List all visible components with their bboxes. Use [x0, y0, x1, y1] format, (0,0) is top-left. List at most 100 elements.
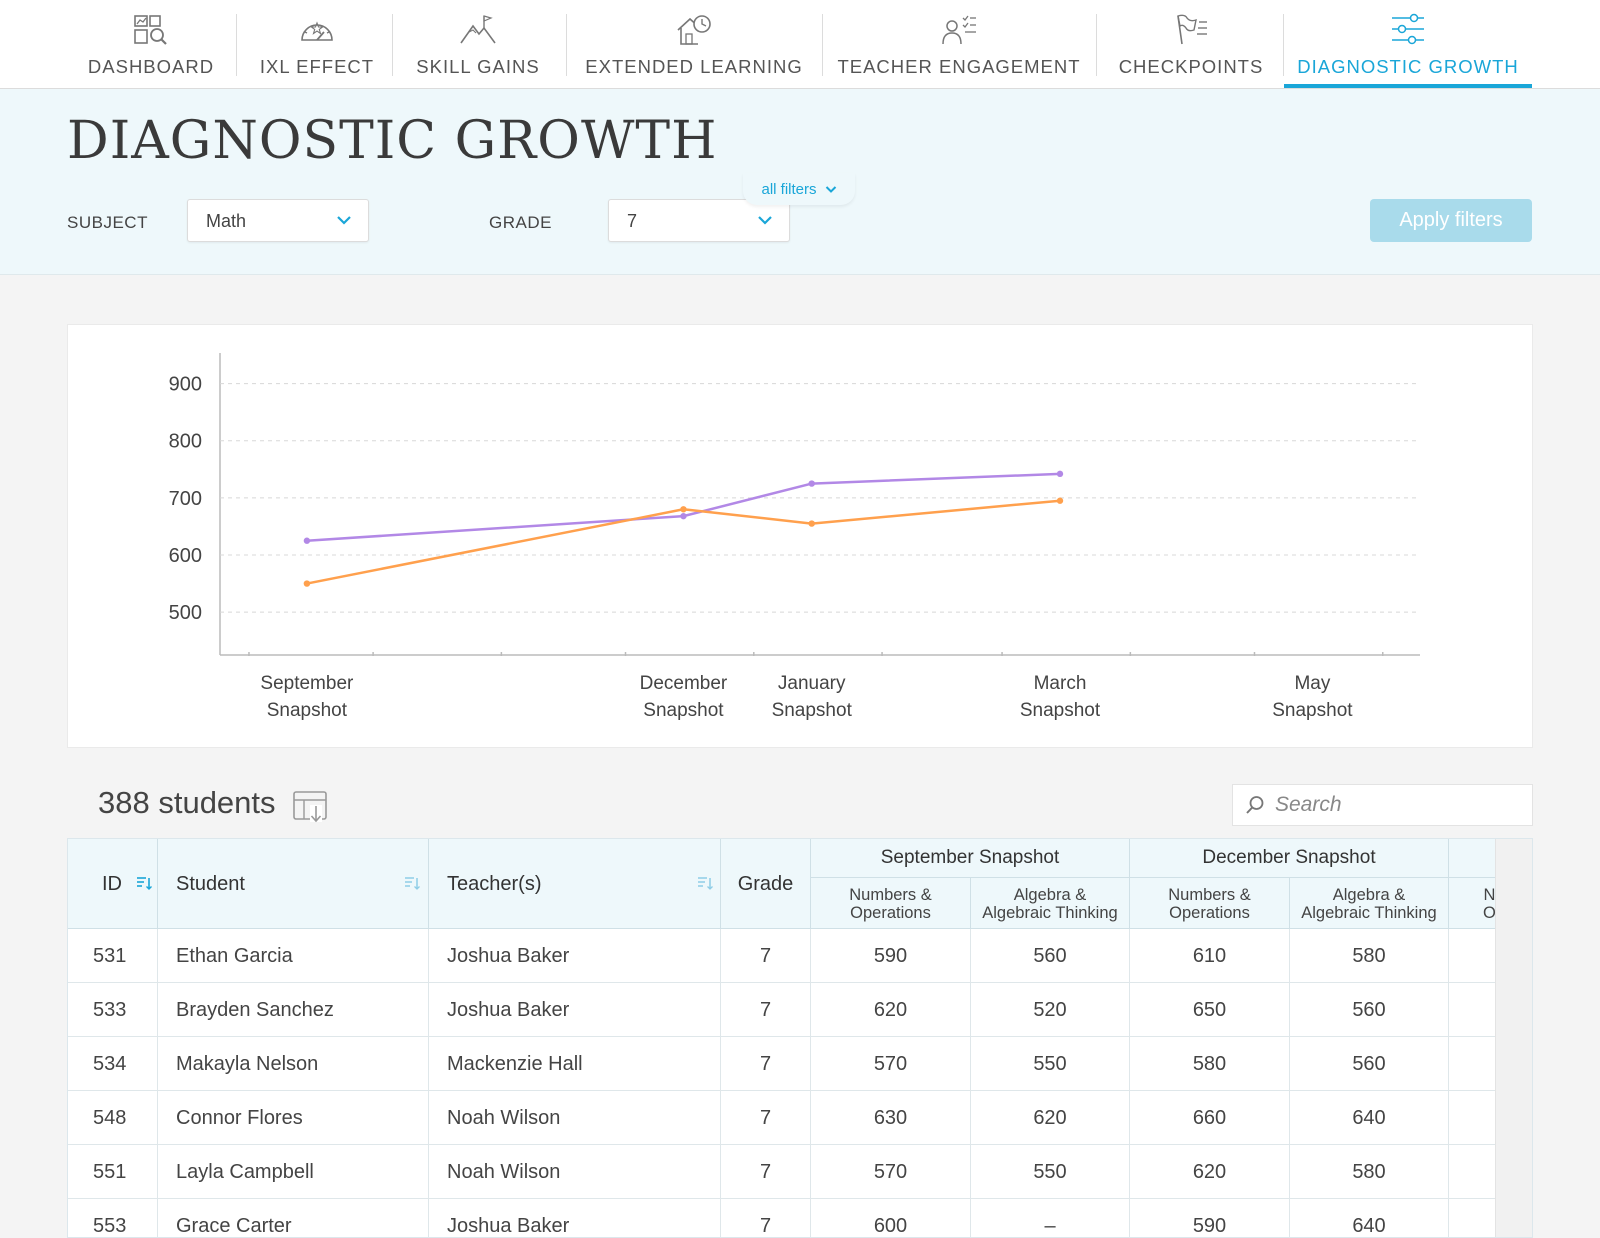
- nav-divider: [1096, 14, 1097, 76]
- column-header-teacher[interactable]: Teacher(s): [429, 839, 721, 929]
- nav-tab-dashboard[interactable]: DASHBOARD: [88, 0, 214, 89]
- column-group-september: September Snapshot: [811, 839, 1130, 878]
- cell-grade: 7: [721, 1199, 811, 1237]
- series-line-0: [306, 472, 1061, 542]
- nav-tab-checkpoints[interactable]: CHECKPOINTS: [1119, 0, 1263, 89]
- cell-grade: 7: [721, 1037, 811, 1091]
- sliders-icon: [1392, 13, 1424, 45]
- cell-id: 534: [68, 1037, 158, 1091]
- column-header-dec-numbers-operations[interactable]: Numbers & Operations: [1130, 878, 1290, 929]
- horizontal-scroll-area[interactable]: [1495, 839, 1532, 1237]
- cell-next-truncated: [1449, 1145, 1498, 1199]
- cell-dec-algebra: 640: [1290, 1091, 1449, 1145]
- mountain-flag-icon: [460, 15, 496, 44]
- column-header-student[interactable]: Student: [158, 839, 429, 929]
- export-table-icon[interactable]: [292, 790, 328, 824]
- nav-tab-teacher-engagement[interactable]: TEACHER ENGAGEMENT: [837, 0, 1080, 89]
- data-point: [303, 580, 311, 587]
- subject-select[interactable]: Math: [187, 199, 369, 242]
- chevron-down-icon: [337, 216, 351, 225]
- all-filters-label: all filters: [761, 180, 817, 198]
- sort-icon[interactable]: [136, 875, 152, 891]
- nav-divider: [1283, 14, 1284, 76]
- x-tick-label-line: Snapshot: [1272, 700, 1353, 721]
- grade-select[interactable]: 7: [608, 199, 790, 242]
- subheader-line: Algebraic Thinking: [1301, 903, 1437, 922]
- cell-id: 533: [68, 983, 158, 1037]
- cell-sep-numbers-operations: 600: [811, 1199, 971, 1237]
- cell-teacher: Noah Wilson: [429, 1145, 721, 1199]
- x-tick-label-line: Snapshot: [643, 700, 724, 721]
- cell-id: 548: [68, 1091, 158, 1145]
- teacher-checklist-icon: [942, 15, 976, 45]
- y-tick-label: 500: [169, 602, 202, 624]
- subheader-line: Numbers &: [849, 885, 932, 904]
- nav-tab-ixl-effect[interactable]: IXL EFFECT: [259, 0, 375, 89]
- sort-icon[interactable]: [404, 875, 420, 891]
- table-row[interactable]: 534 Makayla Nelson Mackenzie Hall 7 570 550 58…: [68, 1037, 1498, 1091]
- subheader-line: Operations: [1169, 903, 1250, 922]
- cell-id: 551: [68, 1145, 158, 1199]
- x-tick-label-line: September: [260, 673, 354, 694]
- cell-next-truncated: [1449, 929, 1498, 983]
- students-count: 388 students: [98, 785, 276, 820]
- nav-label: IXL EFFECT: [259, 56, 375, 77]
- column-header-id[interactable]: ID: [68, 839, 158, 929]
- series-line-1: [306, 499, 1061, 585]
- all-filters-toggle[interactable]: all filters: [743, 173, 855, 205]
- cell-sep-numbers-operations: 590: [811, 929, 971, 983]
- apply-filters-button[interactable]: Apply filters: [1370, 199, 1532, 242]
- x-tick-label: September Snapshot: [260, 673, 354, 721]
- nav-tab-extended-learning[interactable]: EXTENDED LEARNING: [585, 0, 802, 89]
- x-tick-label-line: Snapshot: [267, 700, 348, 721]
- cell-sep-numbers-operations: 570: [811, 1037, 971, 1091]
- cell-sep-numbers-operations: 570: [811, 1145, 971, 1199]
- nav-tab-skill-gains[interactable]: SKILL GAINS: [416, 0, 540, 89]
- column-header-label: Teacher(s): [447, 872, 542, 895]
- data-point: [303, 537, 311, 544]
- data-point: [1056, 497, 1064, 504]
- page-title: DIAGNOSTIC GROWTH: [67, 111, 718, 171]
- top-navigation: DASHBOARD IXL EFFECT SKILL GAINS: [0, 0, 1600, 89]
- cell-sep-numbers-operations: 630: [811, 1091, 971, 1145]
- dashboard-icon: [134, 15, 167, 45]
- column-group-next: [1449, 839, 1498, 878]
- cell-dec-numbers-operations: 620: [1130, 1145, 1290, 1199]
- cell-student: Ethan Garcia: [158, 929, 429, 983]
- table-row[interactable]: 548 Connor Flores Noah Wilson 7 630 620 660 640: [68, 1091, 1498, 1145]
- cell-sep-numbers-operations: 620: [811, 983, 971, 1037]
- search-icon: [1246, 796, 1264, 814]
- x-tick-label: December Snapshot: [640, 673, 728, 721]
- sort-icon[interactable]: [697, 875, 713, 891]
- x-tick-label-line: Snapshot: [1020, 700, 1101, 721]
- cell-teacher: Joshua Baker: [429, 929, 721, 983]
- cell-sep-algebra: 550: [971, 1037, 1130, 1091]
- subheader-line: N: [1483, 885, 1496, 904]
- nav-label: DIAGNOSTIC GROWTH: [1297, 56, 1519, 77]
- column-header-sep-numbers-operations[interactable]: Numbers & Operations: [811, 878, 971, 929]
- y-tick-label: 800: [169, 431, 202, 453]
- column-header-grade[interactable]: Grade: [721, 839, 811, 929]
- table-row[interactable]: 553 Grace Carter Joshua Baker 7 600–590 640: [68, 1199, 1498, 1237]
- data-point: [808, 480, 815, 487]
- subheader-line: Algebra &: [1013, 885, 1087, 904]
- column-header-label: ID: [102, 872, 122, 895]
- column-header-sep-algebra[interactable]: Algebra & Algebraic Thinking: [971, 878, 1130, 929]
- cell-teacher: Joshua Baker: [429, 983, 721, 1037]
- search-input[interactable]: [1275, 793, 1515, 817]
- cell-grade: 7: [721, 1091, 811, 1145]
- filter-panel: DIAGNOSTIC GROWTH SUBJECT Math GRADE 7 A…: [0, 89, 1600, 275]
- column-header-dec-algebra[interactable]: Algebra & Algebraic Thinking: [1290, 878, 1449, 929]
- nav-tab-diagnostic-growth[interactable]: DIAGNOSTIC GROWTH: [1284, 0, 1532, 89]
- table-row[interactable]: 551 Layla Campbell Noah Wilson 7 570 550 620 58…: [68, 1145, 1498, 1199]
- cell-dec-numbers-operations: 650: [1130, 983, 1290, 1037]
- nav-label: TEACHER ENGAGEMENT: [837, 56, 1081, 77]
- column-header-label: Student: [176, 872, 245, 895]
- gauge-icon: [301, 21, 333, 41]
- table-row[interactable]: 533 Brayden Sanchez Joshua Baker 7 620 520 650…: [68, 983, 1498, 1037]
- table-row[interactable]: 531 Ethan Garcia Joshua Baker 7 590 560 610 580: [68, 929, 1498, 983]
- growth-chart-card: 500 600 700 800 900 September Snapshot December…: [67, 324, 1533, 748]
- x-tick-label-line: March: [1034, 673, 1087, 694]
